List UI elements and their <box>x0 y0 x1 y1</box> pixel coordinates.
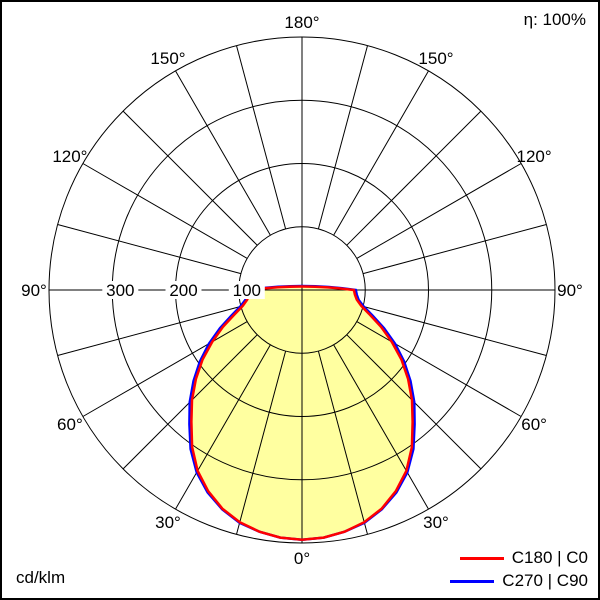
radial-tick-label-300: 300 <box>106 281 134 300</box>
legend-item-c180-c0: C180 | C0 <box>450 548 588 568</box>
grid-spoke-285 <box>57 305 242 356</box>
angle-label-150-right: 150° <box>418 49 453 68</box>
legend: C180 | C0 C270 | C90 <box>450 548 588 591</box>
angle-label-0: 0° <box>294 549 310 568</box>
units-label: cd/klm <box>16 568 66 587</box>
grid-spoke-15 <box>317 350 368 535</box>
grid-spoke-255 <box>57 224 242 275</box>
grid-spoke-120 <box>356 163 522 259</box>
angle-label-30-left: 30° <box>155 513 181 532</box>
grid-spoke-30 <box>333 344 429 510</box>
radial-tick-label-200: 200 <box>169 281 197 300</box>
angle-label-120-right: 120° <box>517 147 552 166</box>
legend-item-c270-c90: C270 | C90 <box>450 571 588 591</box>
grid-spoke-150 <box>333 70 429 236</box>
radial-tick-bg-200 <box>165 281 202 299</box>
radial-tick-bg-300 <box>102 281 139 299</box>
grid-spoke-135 <box>346 110 482 246</box>
legend-label-c270-c90: C270 | C90 <box>502 571 588 590</box>
legend-line-c270-c90 <box>450 579 495 583</box>
grid-spoke-75 <box>362 305 547 356</box>
grid-spoke-105 <box>362 224 547 275</box>
angle-label-60-left: 60° <box>57 415 83 434</box>
angle-label-120-left: 120° <box>52 147 87 166</box>
angle-label-30-right: 30° <box>423 513 449 532</box>
angle-label-180: 180° <box>284 13 319 32</box>
angle-label-150-left: 150° <box>150 49 185 68</box>
radial-tick-label-100: 100 <box>233 281 261 300</box>
grid-spoke-210 <box>175 70 271 236</box>
grid-spoke-195 <box>236 45 287 230</box>
grid-spoke-330 <box>175 344 271 510</box>
grid-spoke-225 <box>122 110 258 246</box>
grid-spoke-345 <box>236 350 287 535</box>
grid-spoke-60 <box>356 321 522 417</box>
grid-spoke-300 <box>82 321 248 417</box>
angle-label-60-right: 60° <box>521 415 547 434</box>
legend-label-c180-c0: C180 | C0 <box>511 548 588 567</box>
efficiency-label: η: 100% <box>523 10 586 29</box>
angle-label-90-left: 90° <box>21 281 47 300</box>
grid-spoke-165 <box>317 45 368 230</box>
legend-line-c180-c0 <box>459 556 504 560</box>
angle-label-90-right: 90° <box>557 281 583 300</box>
curve-c180-c0 <box>190 285 414 542</box>
radial-tick-bg-100 <box>228 281 265 299</box>
grid-spoke-240 <box>82 163 248 259</box>
